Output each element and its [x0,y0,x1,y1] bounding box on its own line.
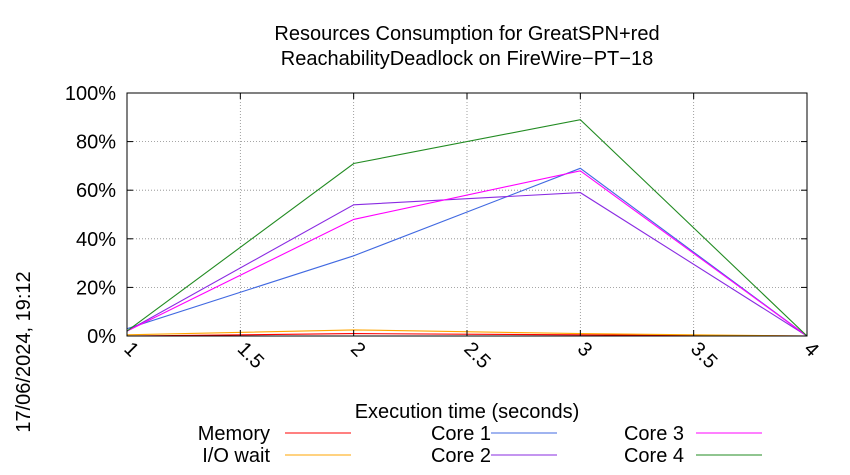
y-tick-label: 40% [76,229,116,251]
y-tick-label: 100% [65,83,116,105]
chart-subtitle: ReachabilityDeadlock on FireWire−PT−18 [281,48,653,70]
x-tick-label: 1.5 [233,338,268,373]
legend-label: Core 1 [431,423,491,445]
y-tick-label: 20% [76,277,116,299]
x-tick-label: 2.5 [459,338,494,373]
x-tick-label: 1 [119,338,142,361]
y-tick-label: 60% [76,180,116,202]
series-line-core-3 [126,170,808,337]
y-tick-label: 80% [76,132,116,154]
x-tick-label: 4 [799,338,822,361]
series-line-core-2 [126,192,808,337]
grid [127,93,807,336]
y-tick-label: 0% [87,326,116,348]
x-axis-label: Execution time (seconds) [355,401,580,423]
legend-label: I/O wait [202,445,270,467]
side-timestamp-label: 17/06/2024, 19:12 [13,271,35,432]
x-tick-label: 3 [573,338,596,361]
series-line-core-4 [126,119,808,337]
x-tick-label: 2 [346,338,369,361]
legend-label: Core 2 [431,445,491,467]
legend-label: Core 3 [624,423,684,445]
legend-label: Core 4 [624,445,684,467]
axis-ticks: 0% 20% 40% 60% 80% 100% 1 1.5 2 2.5 3 3.5 4 [65,83,823,373]
x-tick-label: 3.5 [686,338,721,373]
legend-label: Memory [198,423,270,445]
chart-title: Resources Consumption for GreatSPN+red [274,23,659,45]
series-line-core-1 [126,167,808,337]
